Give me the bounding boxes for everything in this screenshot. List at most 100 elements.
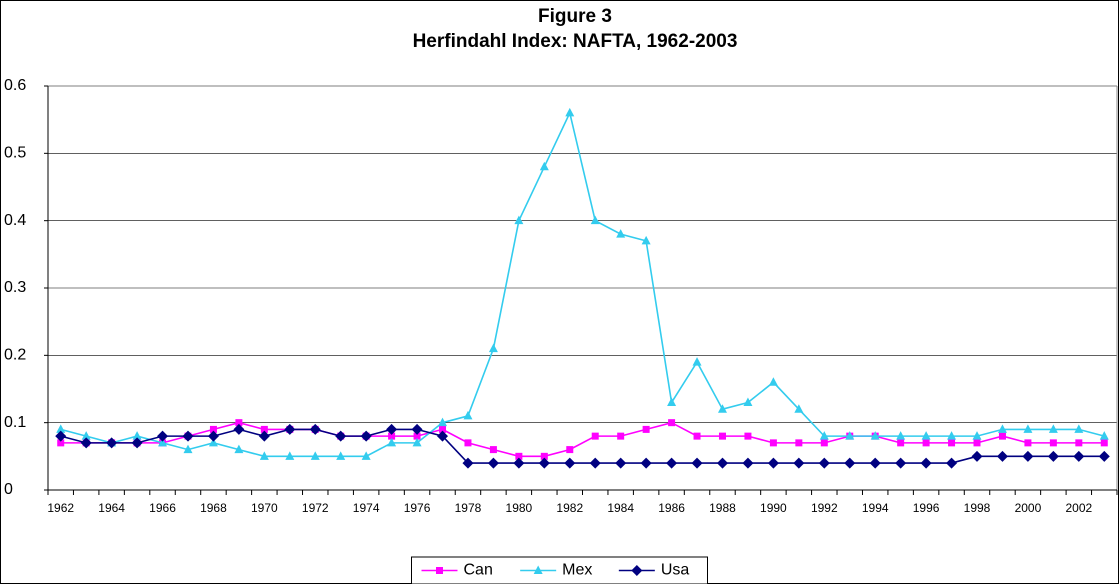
series-line [60, 421, 1105, 458]
marker [439, 425, 447, 433]
marker [387, 437, 397, 447]
y-tick-label: 0.1 [4, 414, 26, 431]
marker [310, 451, 320, 460]
marker [260, 425, 268, 433]
marker [795, 439, 803, 447]
x-tick-label: 1978 [455, 501, 482, 515]
marker [436, 567, 443, 574]
marker [693, 432, 701, 440]
marker [360, 430, 372, 442]
x-tick-label: 1992 [811, 501, 838, 515]
marker [1073, 450, 1085, 462]
marker [361, 451, 371, 460]
legend-box [411, 556, 708, 584]
marker [437, 430, 449, 442]
marker [667, 397, 677, 406]
x-tick-label: 1962 [47, 501, 74, 515]
x-tick-label: 1972 [302, 501, 329, 515]
marker [1098, 450, 1110, 462]
marker [157, 430, 169, 442]
marker [207, 430, 219, 442]
marker [56, 424, 66, 433]
marker [691, 457, 703, 469]
marker [1022, 450, 1034, 462]
x-tick-label: 1998 [964, 501, 991, 515]
marker [971, 450, 983, 462]
marker [718, 432, 726, 440]
marker [997, 424, 1007, 433]
x-tick-label: 2002 [1065, 501, 1092, 515]
x-tick-label: 1990 [760, 501, 787, 515]
marker [793, 457, 805, 469]
x-tick-label: 1994 [862, 501, 889, 515]
marker [533, 565, 543, 574]
marker [55, 430, 67, 442]
marker [617, 432, 625, 440]
marker [972, 431, 982, 440]
marker [768, 377, 778, 386]
marker [870, 431, 880, 440]
marker [309, 423, 321, 435]
marker [844, 457, 856, 469]
marker [641, 235, 651, 245]
y-tick-label: 0.5 [4, 145, 26, 162]
marker [820, 439, 828, 447]
marker [616, 229, 626, 238]
marker [845, 431, 855, 440]
legend-label: Can [464, 562, 493, 579]
marker [1075, 439, 1083, 447]
marker [1099, 431, 1109, 440]
y-tick-label: 0 [4, 481, 13, 498]
marker [132, 431, 142, 440]
marker [413, 432, 421, 440]
marker [411, 423, 423, 435]
marker [208, 437, 218, 447]
marker [513, 457, 525, 469]
x-tick-label: 1988 [709, 501, 736, 515]
marker [744, 432, 752, 440]
marker [209, 425, 217, 433]
y-tick-label: 0.2 [4, 347, 26, 364]
marker [259, 451, 269, 460]
chart-subtitle: Herfindahl Index: NAFTA, 1962-2003 [413, 31, 738, 52]
marker [998, 432, 1006, 440]
marker [896, 431, 906, 440]
marker [233, 423, 245, 435]
marker [234, 444, 244, 454]
marker [1100, 439, 1108, 447]
marker [869, 457, 881, 469]
marker [921, 431, 931, 440]
marker [946, 457, 958, 469]
legend-label: Mex [562, 562, 592, 579]
marker [258, 430, 270, 442]
x-tick-label: 1966 [149, 501, 176, 515]
marker [1024, 439, 1032, 447]
marker [335, 430, 347, 442]
marker [1047, 450, 1059, 462]
x-tick-label: 1968 [200, 501, 227, 515]
marker [666, 457, 678, 469]
marker [642, 425, 650, 433]
x-tick-label: 1986 [658, 501, 685, 515]
y-tick-label: 0.3 [4, 279, 26, 296]
marker [106, 437, 118, 449]
marker [743, 397, 753, 406]
marker [131, 437, 143, 449]
marker [1048, 424, 1058, 433]
marker [692, 357, 702, 366]
x-tick-label: 1982 [556, 501, 583, 515]
x-tick-label: 1984 [607, 501, 634, 515]
marker [794, 404, 804, 413]
marker [489, 446, 497, 454]
marker [235, 419, 243, 427]
marker [539, 161, 549, 171]
marker [895, 457, 907, 469]
marker [488, 343, 498, 353]
marker [438, 417, 448, 427]
marker [717, 404, 727, 413]
marker [819, 431, 829, 440]
marker [1049, 439, 1057, 447]
marker [1023, 424, 1033, 433]
